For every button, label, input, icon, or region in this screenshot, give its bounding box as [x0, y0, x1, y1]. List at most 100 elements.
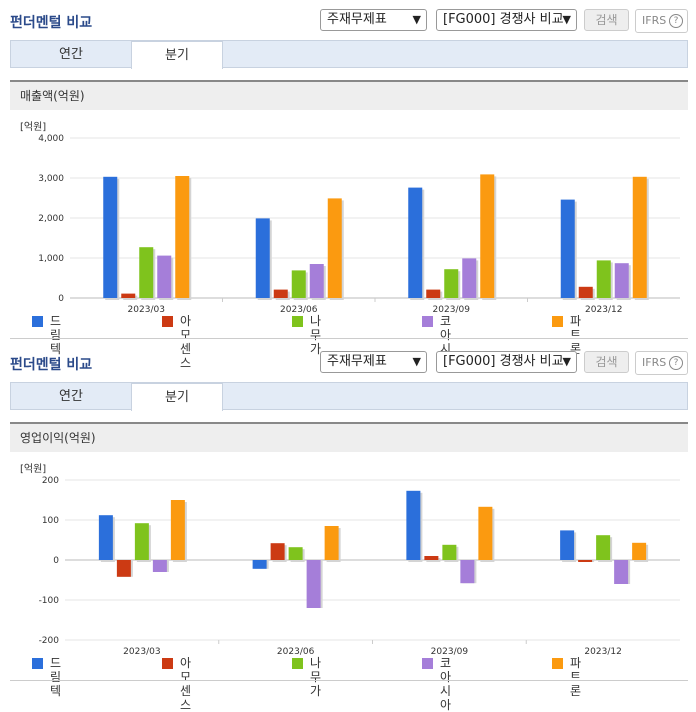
legend-label: 코아시아 [440, 656, 452, 712]
statement-select-value: 주재무제표 [327, 12, 387, 27]
bar-shadow [136, 525, 151, 562]
bar-드림텍-2023/12[interactable] [560, 530, 575, 560]
ifrs-button[interactable]: IFRS ? [635, 351, 688, 375]
ifrs-label: IFRS [642, 14, 667, 27]
bar-나무가-2023/03[interactable] [134, 523, 149, 560]
ifrs-button[interactable]: IFRS ? [635, 9, 688, 33]
fundamental-panel-2: 펀더멘털 비교 주재무제표 ▼ [FG000] 경쟁사 비교 ▼ 검색 IFRS… [0, 342, 696, 712]
bar-드림텍-2023/12[interactable] [560, 199, 575, 298]
bar-파트론-2023/09[interactable] [480, 174, 495, 298]
chart-subtitle: 매출액(억원) [10, 80, 688, 110]
bar-shadow [482, 176, 497, 300]
panel-header: 펀더멘털 비교 주재무제표 ▼ [FG000] 경쟁사 비교 ▼ 검색 IFRS… [0, 342, 696, 375]
y-tick-label: -200 [39, 636, 60, 646]
bar-코아시아-2023/03[interactable] [152, 560, 167, 572]
bar-shadow [118, 560, 133, 577]
search-button[interactable]: 검색 [584, 9, 629, 31]
legend-label: 드림텍 [50, 656, 62, 698]
bar-드림텍-2023/09[interactable] [408, 187, 423, 298]
bar-shadow [154, 560, 169, 572]
bar-shadow [159, 257, 174, 300]
bar-파트론-2023/06[interactable] [327, 198, 342, 298]
bar-나무가-2023/12[interactable] [596, 260, 611, 298]
bar-나무가-2023/09[interactable] [444, 269, 459, 298]
bar-코아시아-2023/09[interactable] [462, 258, 477, 298]
bar-shadow [426, 558, 441, 562]
bar-아모센스-2023/06[interactable] [270, 543, 285, 560]
bar-shadow [446, 271, 461, 300]
tab-quarterly[interactable]: 분기 [131, 41, 223, 69]
legend-label: 파트론 [570, 656, 582, 698]
panel-title: 펀더멘털 비교 [10, 357, 93, 373]
bar-shadow [123, 295, 138, 300]
bar-shadow [326, 528, 341, 562]
bar-파트론-2023/06[interactable] [324, 526, 339, 560]
bar-shadow [562, 532, 577, 562]
tab-annual[interactable]: 연간 [59, 389, 83, 404]
bar-shadow [616, 560, 631, 584]
tab-quarterly[interactable]: 분기 [131, 383, 223, 411]
bar-코아시아-2023/06[interactable] [306, 560, 321, 608]
bar-드림텍-2023/09[interactable] [406, 490, 421, 560]
bar-드림텍-2023/06[interactable] [255, 218, 270, 298]
bar-코아시아-2023/06[interactable] [309, 264, 324, 298]
bar-shadow [464, 260, 479, 300]
bar-코아시아-2023/12[interactable] [614, 560, 629, 584]
bar-파트론-2023/12[interactable] [632, 542, 647, 560]
compare-select-value: [FG000] 경쟁사 비교 [443, 354, 564, 369]
bar-코아시아-2023/12[interactable] [614, 263, 629, 298]
y-tick-label: 200 [42, 476, 59, 486]
bar-나무가-2023/09[interactable] [442, 544, 457, 560]
bar-아모센스-2023/03[interactable] [116, 560, 131, 577]
bar-나무가-2023/06[interactable] [291, 270, 306, 298]
tab-annual[interactable]: 연간 [59, 47, 83, 62]
statement-select[interactable]: 주재무제표 ▼ [320, 351, 427, 373]
y-tick-label: 100 [42, 516, 59, 526]
bar-파트론-2023/03[interactable] [170, 500, 185, 560]
bar-나무가-2023/03[interactable] [139, 247, 154, 298]
bar-드림텍-2023/03[interactable] [98, 515, 113, 560]
bar-shadow [257, 220, 272, 300]
bar-파트론-2023/03[interactable] [175, 176, 190, 298]
bar-드림텍-2023/03[interactable] [103, 176, 118, 298]
legend-swatch [162, 316, 173, 327]
divider [10, 680, 688, 681]
chevron-down-icon: ▼ [562, 13, 571, 26]
bar-아모센스-2023/09[interactable] [424, 556, 439, 560]
bar-나무가-2023/06[interactable] [288, 547, 303, 560]
panel-title: 펀더멘털 비교 [10, 15, 93, 31]
bar-shadow [275, 291, 290, 300]
statement-select[interactable]: 주재무제표 ▼ [320, 9, 427, 31]
bar-shadow [598, 537, 613, 562]
compare-select[interactable]: [FG000] 경쟁사 비교 ▼ [436, 9, 577, 31]
statement-select-value: 주재무제표 [327, 354, 387, 369]
bar-아모센스-2023/06[interactable] [273, 289, 288, 298]
bar-shadow [105, 178, 120, 300]
bar-shadow [141, 249, 156, 300]
compare-select[interactable]: [FG000] 경쟁사 비교 ▼ [436, 351, 577, 373]
bar-코아시아-2023/09[interactable] [460, 560, 475, 584]
bar-shadow [580, 560, 595, 562]
bar-아모센스-2023/03[interactable] [121, 293, 136, 298]
bar-shadow [293, 272, 308, 300]
bar-나무가-2023/12[interactable] [596, 535, 611, 560]
bar-파트론-2023/09[interactable] [478, 506, 493, 560]
bar-파트론-2023/12[interactable] [632, 176, 647, 298]
unit-label: [억원] [20, 464, 47, 475]
bar-shadow [616, 265, 631, 300]
bar-드림텍-2023/06[interactable] [252, 560, 267, 569]
help-icon[interactable]: ? [669, 14, 683, 28]
bar-shadow [598, 262, 613, 300]
bar-아모센스-2023/09[interactable] [426, 289, 441, 298]
compare-select-value: [FG000] 경쟁사 비교 [443, 12, 564, 27]
bar-shadow [408, 492, 423, 562]
y-tick-label: -100 [39, 596, 60, 606]
legend-label: 아모센스 [180, 656, 192, 712]
bar-코아시아-2023/03[interactable] [157, 255, 172, 298]
bar-아모센스-2023/12[interactable] [578, 560, 593, 562]
legend-swatch [422, 316, 433, 327]
bar-아모센스-2023/12[interactable] [578, 286, 593, 298]
period-tabs: 연간 분기 [10, 382, 688, 411]
search-button[interactable]: 검색 [584, 351, 629, 373]
help-icon[interactable]: ? [669, 356, 683, 370]
